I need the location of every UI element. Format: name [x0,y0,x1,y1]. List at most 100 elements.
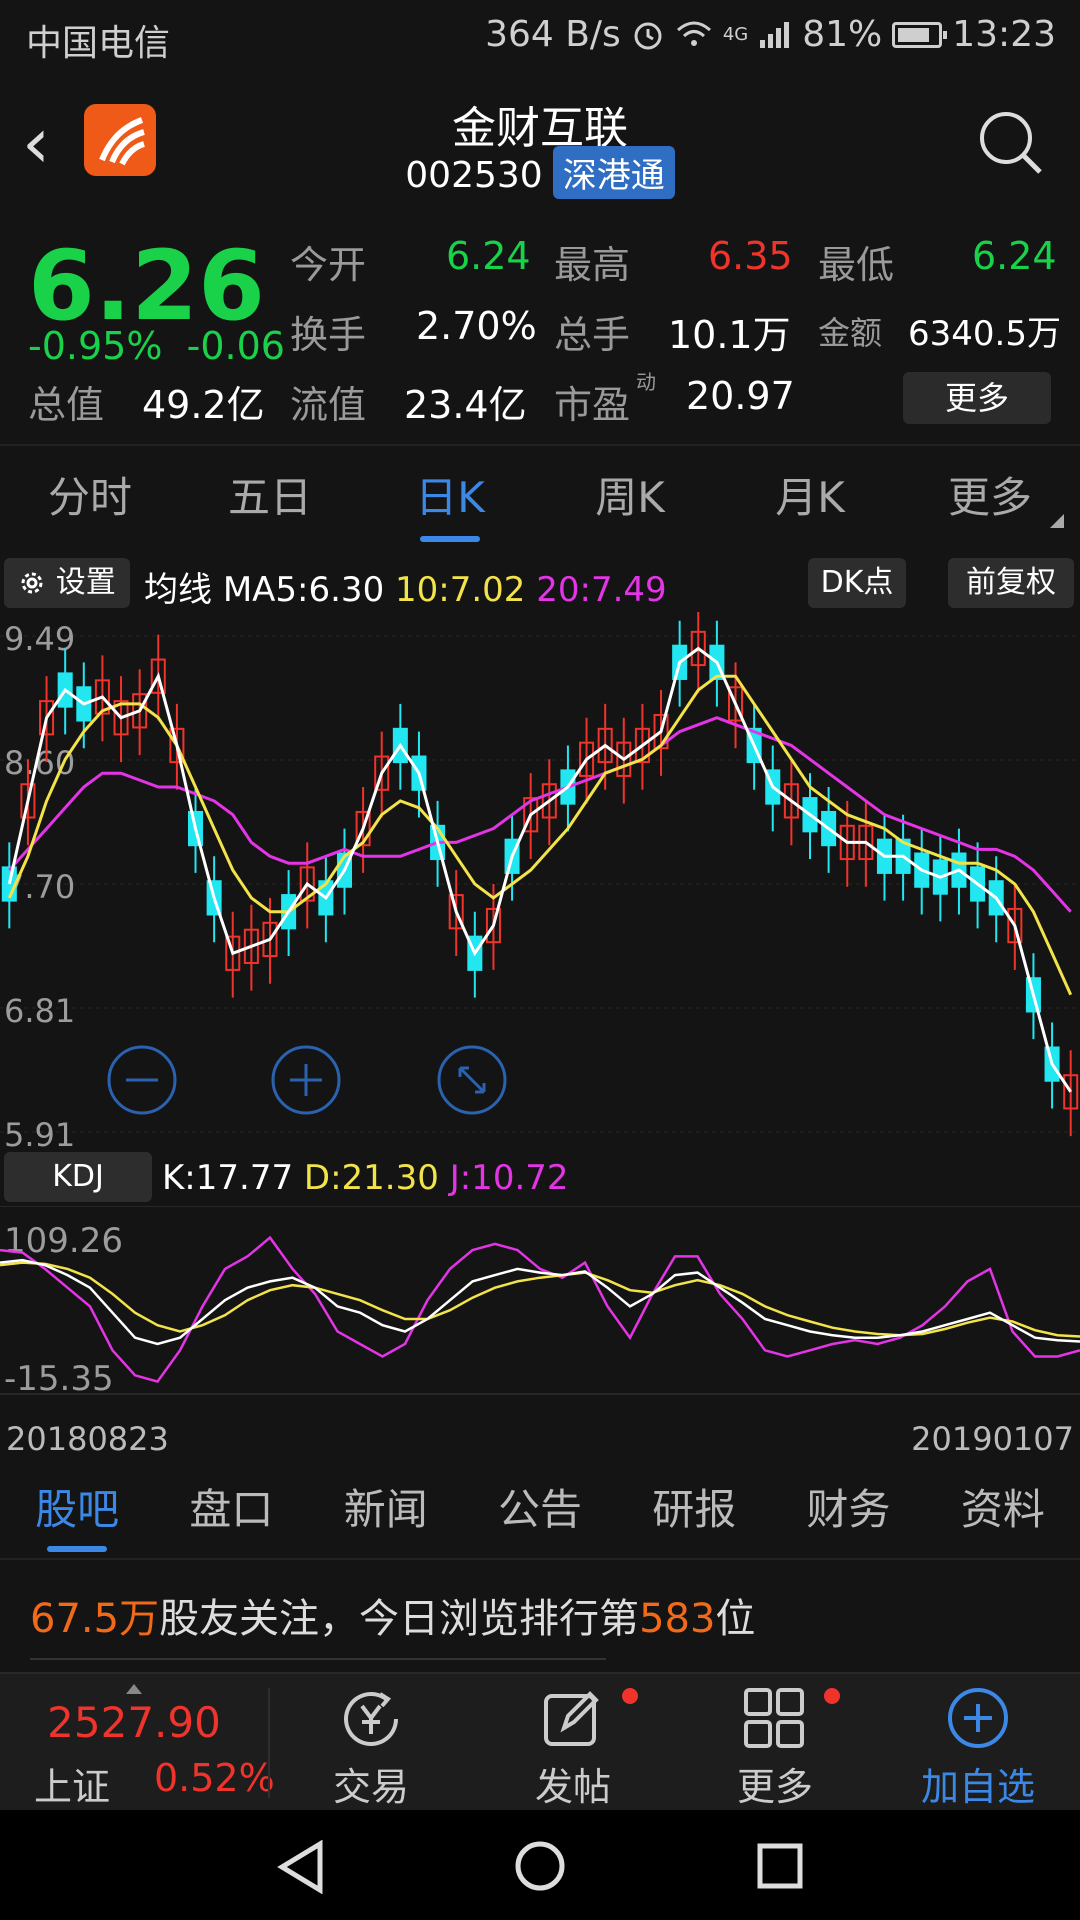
follower-count: 67.5万 [30,1596,160,1642]
zoom-out-icon[interactable] [106,1044,178,1116]
candle [225,935,241,971]
search-icon[interactable] [976,108,1044,176]
ma20-line [8,716,1072,913]
trade-button[interactable]: 交易 [270,1674,472,1812]
add-circle-icon [948,1688,1008,1748]
back-icon[interactable]: ‹ [22,102,50,184]
ma5-line [7,646,1072,1093]
open-value: 6.24 [446,234,531,278]
more-button[interactable]: 更多 [674,1674,876,1812]
candle [728,686,744,722]
candle [579,741,595,777]
j-line [0,1235,1080,1384]
candle [523,797,539,833]
amount-label: 金额 [818,314,883,352]
tab-forum[interactable]: 股吧 [0,1460,154,1560]
tab-weekly-k[interactable]: 周K [595,473,665,522]
gear-icon [21,572,43,594]
caret-up-icon [126,1684,142,1694]
follow-suffix: 位 [715,1596,756,1642]
low-label: 最低 [818,243,895,287]
stock-code: 002530 [405,155,543,196]
candle [299,866,315,902]
kdj-chart[interactable]: 109.26 -15.35 [0,1206,1080,1396]
nav-back-icon[interactable] [276,1840,326,1894]
change-percent: -0.95% [28,324,163,368]
more-quote-button[interactable]: 更多 [903,372,1051,424]
tab-financials[interactable]: 财务 [806,1485,891,1534]
candle [783,783,799,819]
connect-tag: 深港通 [552,146,675,199]
divider [0,1558,1080,1560]
kdj-legend: K:17.77 D:21.30 J:10.72 [162,1158,569,1198]
high-value: 6.35 [708,234,793,278]
index-name: 上证 [34,1765,111,1809]
dk-point-button[interactable]: DK点 [808,558,906,608]
candle [1063,1074,1079,1110]
candle [653,713,669,750]
start-date: 20180823 [6,1420,169,1458]
nav-recents-icon[interactable] [756,1842,804,1890]
candlestick-chart[interactable]: 9.498.607.706.815.91 [0,612,1080,1148]
zoom-in-icon[interactable] [270,1044,342,1116]
post-button[interactable]: 发帖 [472,1674,674,1812]
edit-post-icon [544,1691,599,1746]
notification-dot [824,1688,840,1704]
candle [113,700,129,736]
indicator-button[interactable]: KDJ [4,1152,152,1202]
tab-announcements[interactable]: 公告 [497,1485,582,1534]
stock-name: 金财互联 [452,103,628,154]
ma5-legend: MA5:6.30 [222,570,385,610]
y-tick-label: 6.81 [4,992,75,1030]
status-icons: 364 B/s 4G 81% 13:23 [485,14,1056,55]
tab-monthly-k[interactable]: 月K [775,473,845,522]
content-tabs: 股吧 盘口 新闻 公告 研报 财务 资料 [0,1460,1080,1560]
candle [355,810,371,847]
amount-value: 6340.5万 [908,314,1061,354]
candle [597,727,613,764]
end-date: 20190107 [911,1420,1074,1458]
candle [485,907,501,944]
tab-daily-k[interactable]: 日K [360,446,540,550]
index-ticker[interactable]: 2527.90 上证 0.52% [0,1674,275,1812]
nav-home-icon[interactable] [514,1840,566,1892]
more-label: 更多 [736,1765,813,1809]
tab-more-periods[interactable]: 更多 [947,473,1032,522]
ma-bar: 设置 均线 MA5:6.30 10:7.02 20:7.49 DK点 前复权 [0,554,1080,612]
mktcap-label: 总值 [28,383,105,427]
low-value: 6.24 [972,234,1057,278]
view-rank: 583 [639,1596,716,1642]
pe-dynamic-mark: 动 [636,370,656,394]
bottom-bar: 2527.90 上证 0.52% 交易 发帖 更多 加自选 [0,1672,1080,1812]
candle [20,783,36,819]
ma10-line [7,674,1073,996]
tab-five-day[interactable]: 五日 [227,473,312,522]
ma-label: 均线 [144,570,212,610]
mktcap-value: 49.2亿 [142,383,265,427]
forward-adjust-button[interactable]: 前复权 [948,558,1074,608]
system-nav-bar [0,1810,1080,1920]
tab-orderbook[interactable]: 盘口 [189,1485,274,1534]
stock-code-row: 002530 深港通 [0,146,1080,199]
tab-research[interactable]: 研报 [652,1485,737,1534]
post-label: 发帖 [534,1765,611,1809]
tab-intraday[interactable]: 分时 [47,473,132,522]
y-tick-label: 5.91 [4,1116,75,1148]
fullscreen-icon[interactable] [436,1044,508,1116]
ma10-legend: 10:7.02 [395,570,526,610]
add-watchlist-button[interactable]: 加自选 [876,1674,1080,1812]
d-legend: D:21.30 [303,1158,439,1198]
tab-profile[interactable]: 资料 [960,1485,1045,1534]
divider [0,444,1080,446]
candle [616,741,632,777]
divider [268,1688,270,1798]
candle [634,727,650,764]
settings-button[interactable]: 设置 [4,558,130,608]
follow-info: 67.5万股友关注，今日浏览排行第583位 [30,1586,755,1644]
tab-news[interactable]: 新闻 [343,1485,428,1534]
stock-logo [84,104,156,176]
grid-icon [744,1688,804,1748]
turnover-value: 2.70% [416,304,537,348]
pe-value: 20.97 [686,374,795,418]
period-tabs: 分时 五日 日K 周K 月K 更多 [0,446,1080,550]
